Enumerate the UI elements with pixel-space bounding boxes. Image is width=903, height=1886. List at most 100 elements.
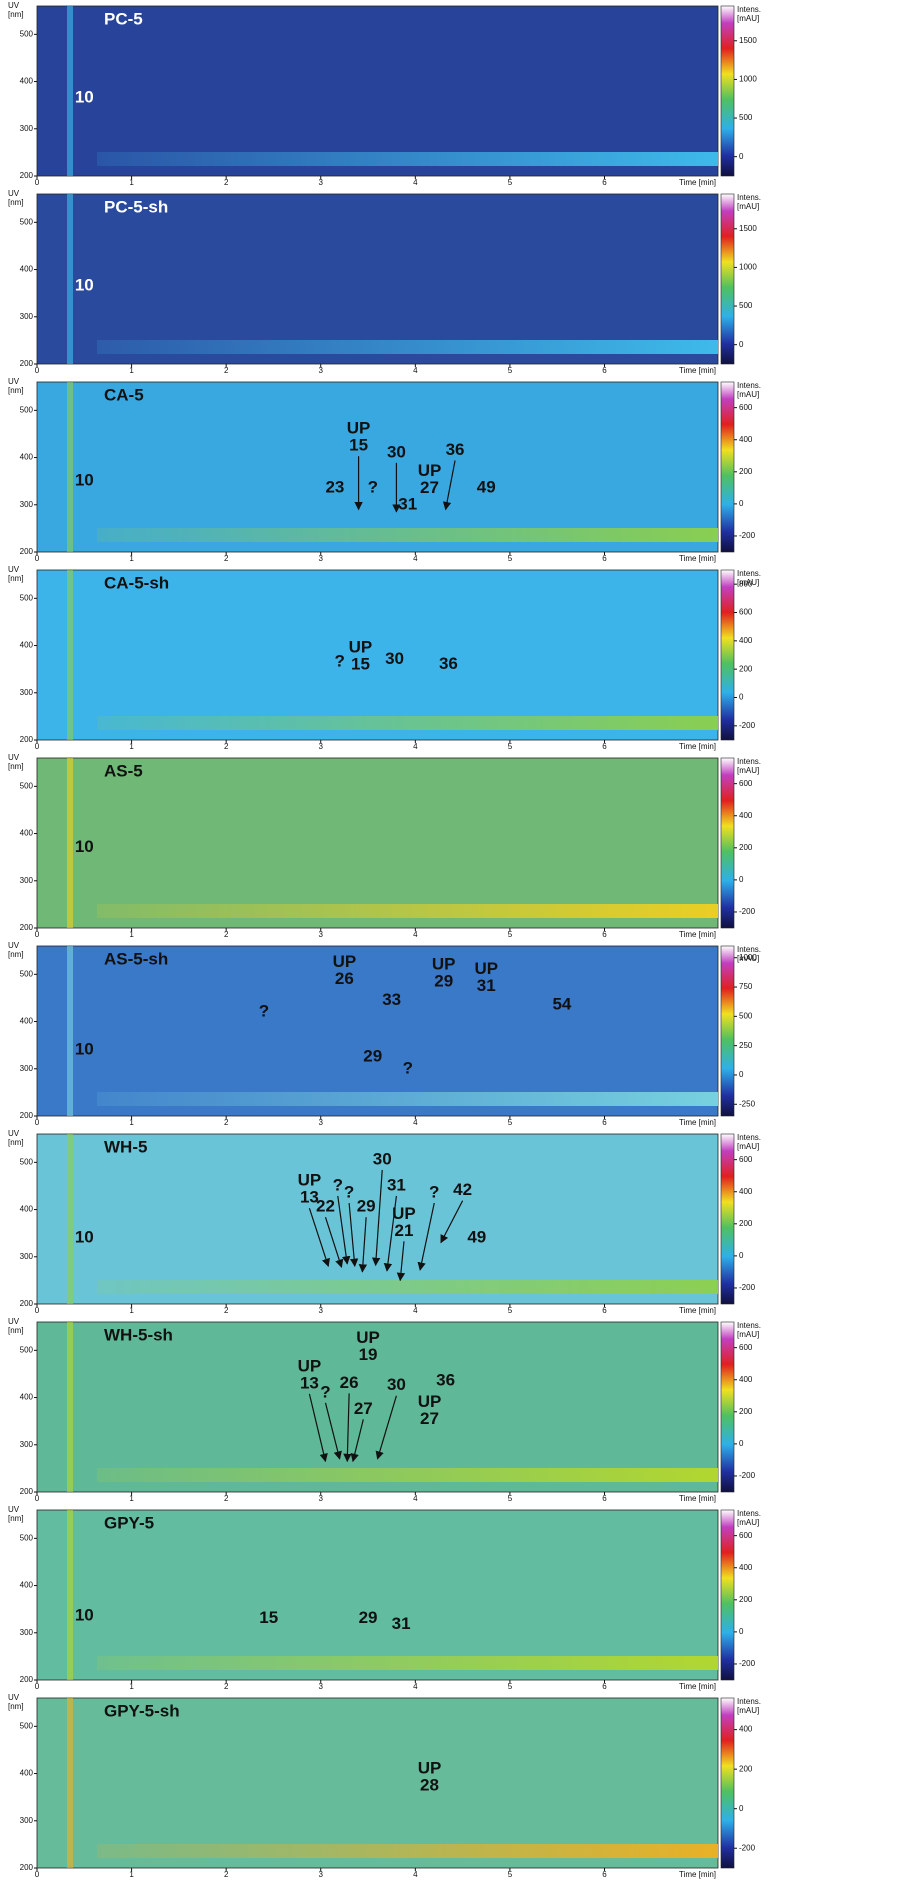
peak-annotation: 36 (436, 1371, 455, 1390)
peak-annotation: UP31 (474, 959, 498, 995)
x-tick-label: 5 (508, 930, 513, 939)
x-tick-label: 6 (602, 1118, 607, 1127)
colorbar-label: Intens. (737, 1133, 761, 1142)
peak-annotation: 33 (382, 990, 401, 1009)
panel-title: PC-5-sh (104, 197, 168, 216)
peak-annotation: ? (259, 1002, 269, 1021)
x-tick-label: 2 (224, 1494, 229, 1503)
colorbar-tick-label: 0 (739, 1439, 744, 1448)
x-tick-label: 3 (319, 366, 324, 375)
colorbar (721, 382, 734, 552)
y-tick-label: 300 (20, 312, 34, 321)
x-tick-label: 5 (508, 1118, 513, 1127)
panel: UV[nm]2003004005000123456Time [min]Inten… (8, 565, 761, 751)
x-tick-label: 4 (413, 1682, 418, 1691)
colorbar-tick-label: 750 (739, 982, 753, 991)
y-tick-label: 200 (20, 171, 34, 180)
y-tick-label: 200 (20, 1863, 34, 1872)
y-tick-label: 300 (20, 1816, 34, 1825)
y-tick-label: 200 (20, 923, 34, 932)
colorbar-tick-label: -200 (739, 1843, 756, 1852)
y-axis-label: UV (8, 1317, 20, 1326)
plot-area (37, 1510, 718, 1680)
peak-annotation: UP29 (432, 954, 456, 990)
x-tick-label: 0 (35, 554, 40, 563)
peak-label: 54 (552, 995, 571, 1014)
colorbar-tick-label: 600 (739, 1343, 753, 1352)
x-axis-label: Time [min] (679, 366, 716, 375)
panel-title: CA-5 (104, 385, 144, 404)
x-tick-label: 6 (602, 1870, 607, 1879)
peak-label: 10 (75, 471, 94, 490)
peak-label: ? (259, 1002, 269, 1021)
peak-label: 36 (439, 654, 458, 673)
colorbar-tick-label: -200 (739, 721, 756, 730)
peak-annotation: 31 (398, 494, 417, 513)
colorbar-label: Intens. (737, 569, 761, 578)
y-tick-label: 200 (20, 547, 34, 556)
peak-annotation: 10 (75, 471, 94, 490)
x-tick-label: 0 (35, 1494, 40, 1503)
x-tick-label: 2 (224, 178, 229, 187)
y-tick-label: 400 (20, 641, 34, 650)
colorbar (721, 1322, 734, 1492)
peak-annotation: 10 (75, 88, 94, 107)
colorbar-tick-label: 1000 (739, 75, 757, 84)
x-tick-label: 6 (602, 178, 607, 187)
y-axis-label: [nm] (8, 1326, 24, 1335)
x-tick-label: 4 (413, 1494, 418, 1503)
peak-annotation: 15 (259, 1608, 278, 1627)
y-axis-label: [nm] (8, 10, 24, 19)
plot-area (37, 382, 718, 552)
solvent-front (67, 1698, 73, 1868)
x-tick-label: 6 (602, 930, 607, 939)
colorbar (721, 1510, 734, 1680)
x-tick-label: 1 (129, 1494, 134, 1503)
y-tick-label: 500 (20, 1345, 34, 1354)
baseline-band (97, 904, 718, 918)
peak-annotation: 31 (392, 1614, 411, 1633)
y-tick-label: 200 (20, 1487, 34, 1496)
y-axis-label: UV (8, 753, 20, 762)
x-tick-label: 2 (224, 554, 229, 563)
y-axis-label: [nm] (8, 1138, 24, 1147)
y-axis-label: [nm] (8, 1702, 24, 1711)
x-tick-label: 3 (319, 1682, 324, 1691)
baseline-band (97, 1468, 718, 1482)
y-tick-label: 200 (20, 735, 34, 744)
x-axis-label: Time [min] (679, 1118, 716, 1127)
peak-annotation: 29 (363, 1046, 382, 1065)
peak-label: 26 (335, 969, 354, 988)
x-tick-label: 3 (319, 178, 324, 187)
colorbar-tick-label: 0 (739, 875, 744, 884)
colorbar-tick-label: 1500 (739, 224, 757, 233)
x-tick-label: 1 (129, 742, 134, 751)
solvent-front (67, 758, 73, 928)
colorbar-label: [mAU] (737, 202, 759, 211)
peak-label: 19 (359, 1345, 378, 1364)
panel-title: AS-5-sh (104, 949, 168, 968)
plot-area (37, 194, 718, 364)
x-axis-label: Time [min] (679, 930, 716, 939)
y-axis-label: [nm] (8, 762, 24, 771)
panel-title: CA-5-sh (104, 573, 169, 592)
colorbar-tick-label: 0 (739, 693, 744, 702)
peak-label: 10 (75, 837, 94, 856)
y-tick-label: 400 (20, 453, 34, 462)
panel-title: WH-5 (104, 1137, 147, 1156)
y-tick-label: 400 (20, 77, 34, 86)
x-tick-label: 1 (129, 930, 134, 939)
peak-label: 29 (357, 1197, 376, 1216)
peak-label: ? (429, 1183, 439, 1202)
peak-label: 31 (387, 1175, 406, 1194)
y-tick-label: 400 (20, 1017, 34, 1026)
colorbar-tick-label: 400 (739, 1187, 753, 1196)
y-tick-label: 400 (20, 1205, 34, 1214)
peak-label: 31 (477, 976, 496, 995)
colorbar-tick-label: -200 (739, 1659, 756, 1668)
x-tick-label: 0 (35, 1682, 40, 1691)
peak-annotation: 10 (75, 1227, 94, 1246)
peak-annotation: 49 (477, 478, 496, 497)
